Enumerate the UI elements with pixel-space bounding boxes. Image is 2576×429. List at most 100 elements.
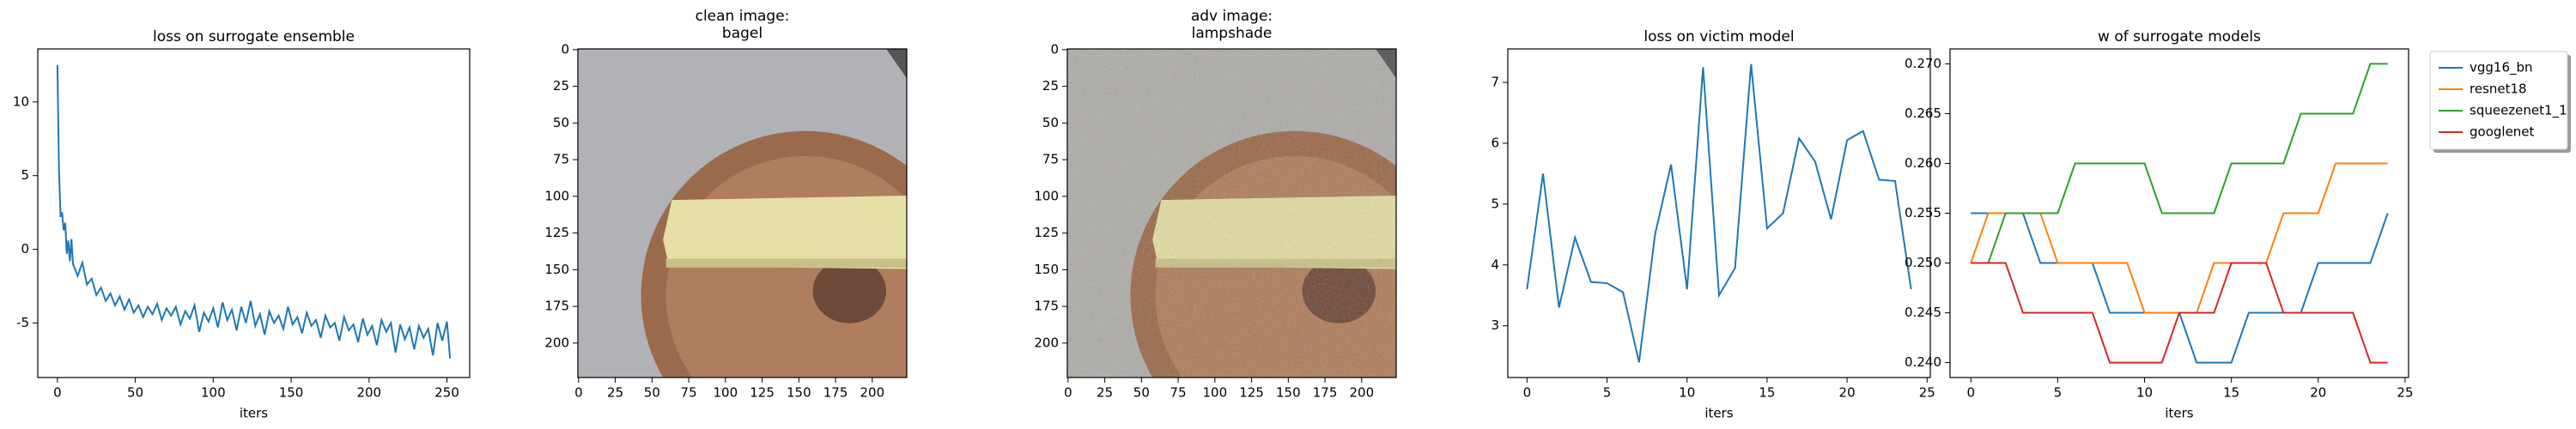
- y-tick-label: 0.255: [1905, 205, 1941, 221]
- y-tick-label: 175: [1034, 299, 1059, 314]
- chart-title: loss on surrogate ensemble: [153, 28, 355, 45]
- y-tick-label: 125: [1034, 225, 1059, 240]
- axes-frame: [1949, 48, 2409, 378]
- y-tick-label: 25: [553, 78, 569, 94]
- x-tick-label: 20: [2310, 385, 2326, 401]
- x-tick-label: 75: [681, 385, 697, 401]
- axes-frame: [577, 48, 908, 378]
- y-tick-label: 75: [553, 152, 569, 167]
- y-tick-label: -5: [16, 315, 29, 330]
- y-tick-label: 4: [1491, 257, 1499, 272]
- x-tick-label: 5: [1603, 385, 1612, 401]
- x-tick-label: 15: [2223, 385, 2239, 401]
- x-axis-label: iters: [2165, 406, 2193, 421]
- y-tick-label: 125: [544, 225, 569, 240]
- y-tick-label: 0: [1050, 41, 1059, 57]
- x-tick-label: 10: [2136, 385, 2153, 401]
- y-tick-label: 50: [1042, 115, 1059, 130]
- x-tick-label: 250: [434, 385, 459, 401]
- y-tick-label: 7: [1491, 75, 1499, 90]
- adv-image: [1067, 49, 1396, 378]
- x-tick-label: 175: [1313, 385, 1338, 401]
- y-tick-label: 50: [553, 115, 569, 130]
- y-tick-label: 75: [1042, 152, 1059, 167]
- x-tick-label: 50: [644, 385, 660, 401]
- x-axis-label: iters: [1704, 406, 1733, 421]
- y-tick-label: 150: [544, 262, 569, 277]
- y-tick-label: 0: [561, 41, 569, 57]
- x-tick-label: 150: [1276, 385, 1301, 401]
- y-tick-label: 0.260: [1905, 155, 1941, 171]
- x-tick-label: 15: [1759, 385, 1775, 401]
- axes-frame: [37, 48, 471, 378]
- x-tick-label: 50: [127, 385, 143, 401]
- y-tick-label: 100: [1034, 188, 1059, 203]
- y-tick-label: 10: [13, 94, 29, 109]
- x-tick-label: 200: [1349, 385, 1374, 401]
- x-tick-label: 150: [279, 385, 304, 401]
- y-tick-label: 100: [544, 188, 569, 203]
- y-tick-label: 25: [1042, 78, 1059, 94]
- x-tick-label: 0: [1523, 385, 1532, 401]
- y-tick-label: 0.265: [1905, 106, 1941, 121]
- x-tick-label: 125: [750, 385, 775, 401]
- y-tick-label: 0.250: [1905, 255, 1941, 270]
- x-tick-label: 100: [1203, 385, 1228, 401]
- series-line: [1971, 262, 2388, 364]
- series-line: [1970, 162, 2388, 314]
- line: [56, 64, 452, 359]
- series-line: [1971, 212, 2389, 364]
- axes-frame: [1507, 48, 1931, 378]
- x-tick-label: 150: [787, 385, 811, 401]
- y-tick-label: 175: [544, 299, 569, 314]
- chart-title: bagel: [722, 25, 762, 42]
- chart-title: w of surrogate models: [2098, 28, 2261, 45]
- clean-image: [578, 49, 907, 378]
- x-tick-label: 25: [607, 385, 623, 401]
- line: [1526, 63, 1912, 363]
- chart-title: adv image:: [1191, 8, 1273, 25]
- x-tick-label: 175: [823, 385, 848, 401]
- x-tick-label: 0: [574, 385, 583, 401]
- x-tick-label: 200: [356, 385, 381, 401]
- y-tick-label: 0: [21, 241, 29, 257]
- series-line: [1971, 63, 2388, 264]
- x-axis-label: iters: [240, 406, 268, 421]
- legend-label: vgg16_bn: [2470, 60, 2533, 76]
- x-tick-label: 0: [53, 385, 62, 401]
- y-tick-label: 5: [1491, 196, 1499, 211]
- legend: [2429, 51, 2568, 150]
- chart-title: loss on victim model: [1643, 28, 1794, 45]
- x-tick-label: 0: [1966, 385, 1975, 401]
- x-tick-label: 25: [2397, 385, 2413, 401]
- x-tick-label: 10: [1679, 385, 1695, 401]
- axes-frame: [1066, 48, 1397, 378]
- y-tick-label: 150: [1034, 262, 1059, 277]
- y-tick-label: 6: [1491, 135, 1499, 150]
- x-tick-label: 50: [1133, 385, 1150, 401]
- x-tick-label: 75: [1170, 385, 1187, 401]
- y-tick-label: 0.240: [1905, 354, 1941, 370]
- y-tick-label: 200: [544, 335, 569, 350]
- x-tick-label: 25: [1097, 385, 1113, 401]
- x-tick-label: 25: [1919, 385, 1935, 401]
- x-tick-label: 0: [1064, 385, 1072, 401]
- legend-label: googlenet: [2470, 124, 2535, 140]
- legend-label: squeezenet1_1: [2470, 103, 2567, 119]
- chart-title: clean image:: [696, 8, 790, 25]
- y-tick-label: 0.245: [1905, 305, 1941, 320]
- legend-label: resnet18: [2470, 82, 2527, 97]
- y-tick-label: 3: [1491, 317, 1499, 333]
- x-tick-label: 100: [714, 385, 738, 401]
- x-tick-label: 20: [1839, 385, 1856, 401]
- x-tick-label: 125: [1239, 385, 1264, 401]
- x-tick-label: 100: [201, 385, 226, 401]
- x-tick-label: 200: [860, 385, 884, 401]
- y-tick-label: 5: [21, 167, 29, 183]
- x-tick-label: 5: [2054, 385, 2063, 401]
- y-tick-label: 0.270: [1905, 56, 1941, 71]
- y-tick-label: 200: [1034, 335, 1059, 350]
- chart-title: lampshade: [1192, 25, 1273, 42]
